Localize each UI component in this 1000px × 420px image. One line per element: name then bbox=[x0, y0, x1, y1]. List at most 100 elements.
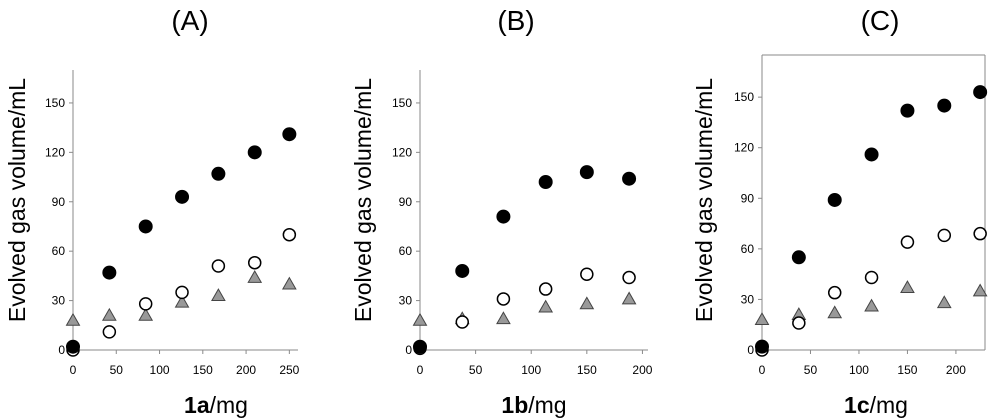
panel-c-x-axis-label: 1c/mg bbox=[844, 392, 908, 418]
panel-a-triangle-point bbox=[101, 307, 117, 321]
panel-b-title: (B) bbox=[497, 5, 534, 36]
panel-a-y-tick-label: 120 bbox=[45, 145, 65, 159]
panel-a-filled-circle-point bbox=[247, 145, 262, 160]
panel-c-open-circle-point bbox=[937, 228, 952, 243]
panel-b-markers bbox=[412, 165, 637, 356]
panel-a-x-tick-label: 50 bbox=[110, 363, 124, 377]
panel-a-x-tick-label: 100 bbox=[150, 363, 170, 377]
panel-b-triangle-point bbox=[496, 311, 511, 325]
panel-c-y-axis-label: Evolved gas volume/mL bbox=[691, 78, 717, 322]
panel-b-filled-circle-point bbox=[622, 171, 637, 186]
panel-a-open-circle-point bbox=[247, 255, 262, 270]
panel-c-x-tick-label: 50 bbox=[804, 363, 818, 377]
panel-b-y-tick-label: 90 bbox=[399, 195, 413, 209]
panel-b-y-tick-label: 150 bbox=[392, 96, 412, 110]
panel-a-triangle-point bbox=[65, 312, 81, 326]
panel-c-triangle-point bbox=[864, 298, 879, 312]
panel-c-filled-circle-point bbox=[900, 103, 915, 118]
panel-b-x-tick-label: 200 bbox=[632, 363, 652, 377]
panel-b-y-tick-label: 120 bbox=[392, 145, 412, 159]
panel-c-filled-circle-point bbox=[973, 85, 988, 100]
panel-a-triangle-point bbox=[247, 270, 263, 283]
panel-a-filled-circle-point bbox=[102, 265, 117, 280]
panel-a-y-axis-label: Evolved gas volume/mL bbox=[4, 78, 30, 322]
panel-c-open-circle-point bbox=[792, 316, 806, 330]
panel-b-x-tick-label: 100 bbox=[521, 363, 541, 377]
panel-c: (C) Evolved gas volume/mL 1c/mg 0 30 60 90 1… bbox=[691, 5, 988, 418]
panel-c-axes: 0 30 60 90 120 150 0 50 100 150 200 bbox=[734, 54, 986, 377]
panel-a-open-circle-point bbox=[102, 325, 117, 339]
panel-a-open-circle-point bbox=[282, 227, 297, 242]
panel-c-open-circle-point bbox=[827, 285, 842, 300]
panel-c-y-tick-label: 30 bbox=[741, 292, 755, 306]
panel-c-x-tick-label: 0 bbox=[759, 363, 766, 377]
panel-c-y-tick-label: 120 bbox=[734, 141, 754, 155]
panel-b-open-circle-point bbox=[455, 315, 470, 329]
panel-b-x-tick-label: 0 bbox=[417, 363, 424, 377]
panel-b-filled-circle-point bbox=[538, 175, 553, 189]
panel-c-triangle-point bbox=[900, 280, 915, 294]
panel-a-filled-circle-point bbox=[138, 219, 153, 234]
panel-c-title: (C) bbox=[861, 5, 900, 36]
panel-b-open-circle-point bbox=[538, 282, 553, 296]
panel-a-x-axis-label-compound: 1a bbox=[184, 392, 210, 418]
panel-a-x-axis-label: 1a/mg bbox=[184, 392, 248, 418]
panel-b-triangle-point bbox=[412, 312, 428, 326]
panel-a-filled-circle-point bbox=[211, 166, 226, 181]
panel-a-filled-circle-point bbox=[175, 189, 190, 204]
panel-c-filled-circle-point bbox=[791, 250, 806, 265]
panel-b-triangle-point bbox=[621, 291, 637, 305]
panel-c-x-axis-label-unit: /mg bbox=[870, 392, 908, 418]
panel-a-x-tick-label: 200 bbox=[236, 363, 256, 377]
panel-a: (A) Evolved gas volume/mL 1a/mg 0 30 60 90 1… bbox=[4, 5, 300, 418]
panel-b-x-tick-label: 150 bbox=[577, 363, 597, 377]
panel-c-triangle-point bbox=[936, 295, 952, 309]
panel-b-x-axis-label-unit: /mg bbox=[528, 392, 566, 418]
panel-a-axes: 0 30 60 90 120 150 0 50 100 150 200 250 bbox=[45, 70, 300, 377]
panel-a-y-tick-label: 150 bbox=[45, 96, 65, 110]
panel-c-y-tick-label: 0 bbox=[747, 343, 754, 357]
panel-b-open-circle-point bbox=[622, 270, 636, 285]
panel-b-x-axis-label-compound: 1b bbox=[501, 392, 528, 418]
panel-b-filled-circle-point bbox=[579, 165, 594, 180]
panel-c-triangle-point bbox=[827, 305, 843, 319]
panel-a-filled-circle-point bbox=[282, 127, 297, 142]
panel-a-x-axis-label-unit: /mg bbox=[210, 392, 248, 418]
panel-c-filled-circle-point bbox=[755, 339, 769, 354]
panel-c-x-tick-label: 100 bbox=[849, 363, 869, 377]
panel-b-open-circle-point bbox=[496, 292, 511, 306]
panel-c-markers bbox=[754, 85, 988, 357]
panel-b-filled-circle-point bbox=[496, 209, 511, 224]
panel-a-triangle-point bbox=[174, 294, 190, 308]
panel-a-open-circle-point bbox=[211, 259, 226, 273]
panel-b-axes: 0 30 60 90 120 150 0 50 100 150 200 bbox=[392, 70, 653, 377]
panel-a-y-tick-label: 30 bbox=[52, 294, 66, 308]
panel-a-x-tick-label: 0 bbox=[70, 363, 77, 377]
panel-c-triangle-point bbox=[754, 312, 770, 326]
panel-a-y-tick-label: 0 bbox=[58, 343, 65, 357]
panel-b-x-axis-label: 1b/mg bbox=[501, 392, 566, 418]
panel-c-x-axis-label-compound: 1c bbox=[844, 392, 870, 418]
panel-a-y-tick-label: 90 bbox=[52, 195, 66, 209]
panel-b-y-tick-label: 0 bbox=[405, 343, 412, 357]
panel-b-open-circle-point bbox=[580, 267, 594, 281]
panel-c-x-tick-label: 200 bbox=[946, 363, 966, 377]
panel-a-triangle-point bbox=[138, 307, 154, 321]
panel-c-open-circle-point bbox=[864, 270, 879, 285]
panel-b-x-tick-label: 50 bbox=[469, 363, 483, 377]
panel-b-triangle-point bbox=[538, 299, 554, 313]
panel-c-y-tick-label: 150 bbox=[734, 90, 754, 104]
panel-b: (B) Evolved gas volume/mL 1b/mg 0 30 60 90 1… bbox=[350, 5, 653, 418]
panel-a-x-tick-label: 150 bbox=[193, 363, 213, 377]
panel-a-markers bbox=[65, 127, 297, 357]
panel-a-open-circle-point bbox=[138, 297, 153, 311]
panel-a-y-tick-label: 60 bbox=[52, 244, 66, 258]
panel-b-filled-circle-point bbox=[413, 339, 427, 354]
panel-a-x-tick-label: 250 bbox=[279, 363, 299, 377]
panel-a-filled-circle-point bbox=[66, 339, 80, 354]
panel-b-filled-circle-point bbox=[455, 263, 470, 278]
panel-c-y-tick-label: 90 bbox=[741, 191, 755, 205]
panel-b-y-axis-label: Evolved gas volume/mL bbox=[350, 78, 376, 322]
panel-c-x-tick-label: 150 bbox=[897, 363, 917, 377]
